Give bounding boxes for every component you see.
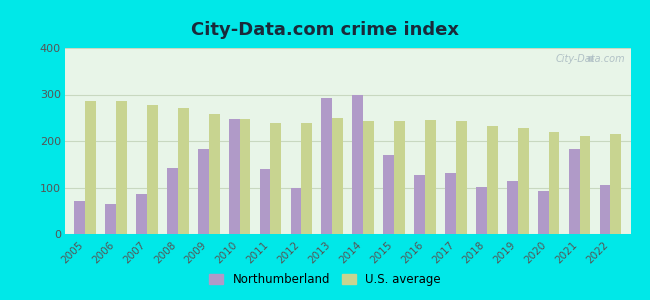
Bar	[610, 134, 621, 234]
Bar	[147, 105, 158, 234]
Bar	[445, 172, 456, 234]
Bar	[384, 155, 394, 234]
Bar	[116, 101, 127, 234]
Bar	[352, 94, 363, 234]
Bar	[198, 149, 209, 234]
Bar	[456, 122, 467, 234]
Bar	[394, 121, 405, 234]
Bar	[302, 123, 312, 234]
Bar	[178, 108, 188, 234]
Text: City-Data.com: City-Data.com	[555, 54, 625, 64]
Bar	[538, 191, 549, 234]
Bar	[599, 185, 610, 234]
Bar	[414, 175, 425, 234]
Bar	[322, 98, 332, 234]
Bar	[209, 115, 220, 234]
Bar	[425, 120, 436, 234]
Bar	[476, 187, 487, 234]
Bar	[517, 128, 528, 234]
Bar	[240, 119, 250, 234]
Bar	[507, 181, 517, 234]
Bar	[105, 204, 116, 234]
Bar	[167, 167, 178, 234]
Bar	[569, 149, 580, 234]
Bar	[136, 194, 147, 234]
Bar	[580, 136, 590, 234]
Bar	[363, 121, 374, 234]
Bar	[549, 132, 560, 234]
Bar	[229, 119, 240, 234]
Bar	[85, 101, 96, 234]
Text: City-Data.com crime index: City-Data.com crime index	[191, 21, 459, 39]
Bar	[270, 123, 281, 234]
Bar	[487, 126, 498, 234]
Bar	[291, 188, 302, 234]
Bar	[332, 118, 343, 234]
Text: ●: ●	[586, 54, 593, 63]
Legend: Northumberland, U.S. average: Northumberland, U.S. average	[204, 269, 446, 291]
Bar	[260, 169, 270, 234]
Bar	[74, 202, 85, 234]
